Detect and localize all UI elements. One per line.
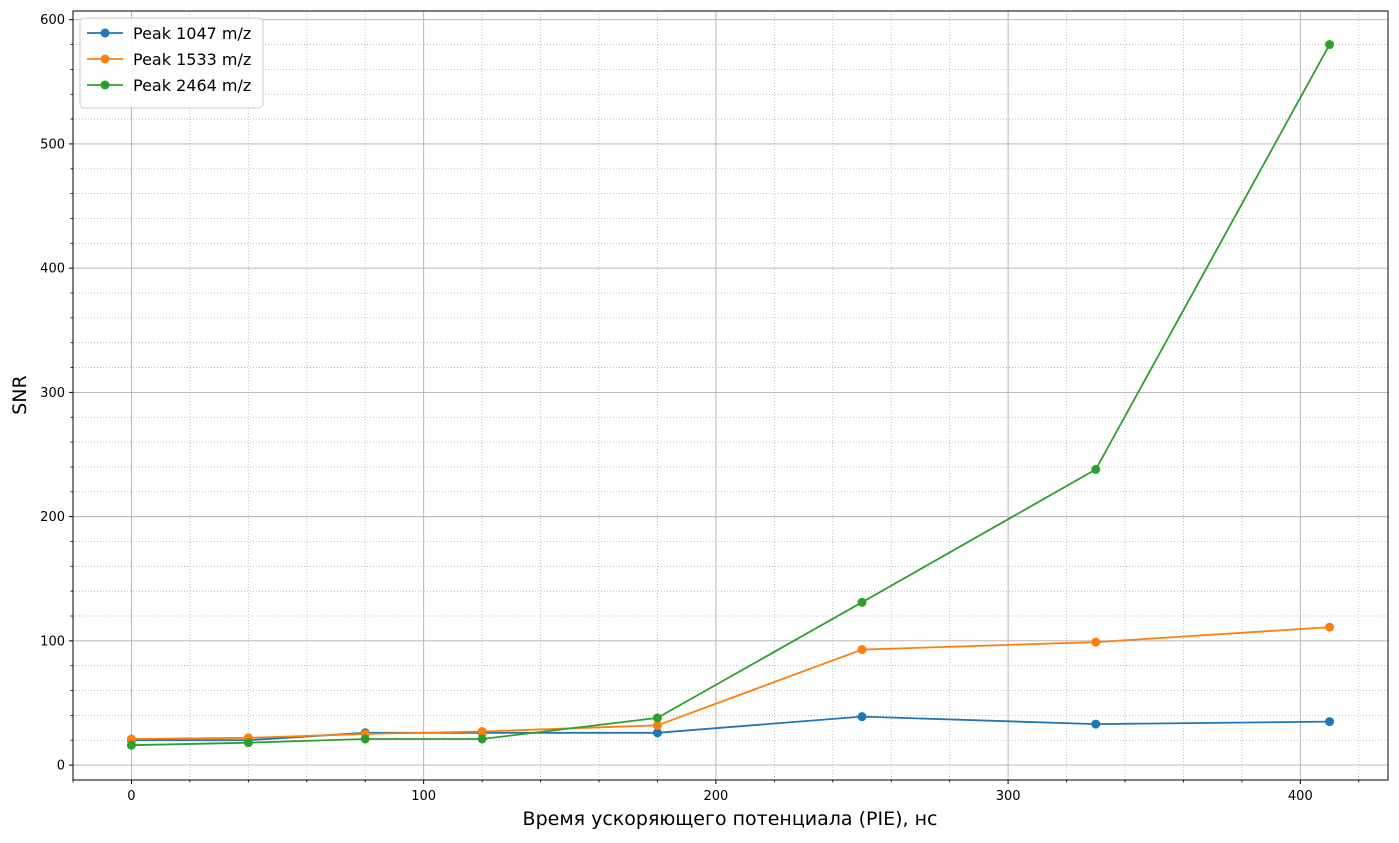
y-tick-label: 600 xyxy=(40,13,65,28)
series-line-1 xyxy=(131,715,1330,742)
major-grid xyxy=(73,11,1388,780)
x-tick-label: 200 xyxy=(703,789,728,804)
legend-marker xyxy=(100,80,110,90)
series-2-point xyxy=(126,734,136,744)
series-3-point xyxy=(1091,464,1101,474)
plot-frame xyxy=(72,10,1389,781)
legend-entry-label: Peak 1047 m/z xyxy=(133,24,251,43)
minor-grid xyxy=(72,11,1388,780)
y-tick-label: 200 xyxy=(40,510,65,525)
series-3-point xyxy=(477,734,487,744)
series-3-point xyxy=(652,713,662,723)
series-2-point xyxy=(857,645,867,655)
y-tick-label: 300 xyxy=(40,386,65,401)
y-tick-label: 100 xyxy=(40,634,65,649)
x-tick-label: 0 xyxy=(127,789,135,804)
legend: Peak 1047 m/z Peak 1533 m/z Peak 2464 m/z xyxy=(79,17,264,109)
y-tick-label: 500 xyxy=(40,137,65,152)
series-1-point xyxy=(1325,717,1335,727)
legend-marker xyxy=(100,28,110,38)
y-axis-label: SNR xyxy=(9,375,31,414)
series-1-point xyxy=(652,728,662,738)
series-3-point xyxy=(1325,40,1335,50)
series-2-point xyxy=(1325,622,1335,632)
x-tick-label: 300 xyxy=(996,789,1021,804)
legend-marker xyxy=(100,54,110,64)
series-1-point xyxy=(1091,719,1101,729)
x-tick-label: 400 xyxy=(1288,789,1313,804)
series-line-3 xyxy=(131,44,1331,747)
series-3-point xyxy=(243,738,253,748)
series-line-2 xyxy=(131,626,1330,740)
series-2-point xyxy=(1091,637,1101,647)
series-3-point xyxy=(857,597,867,607)
x-tick-label: 100 xyxy=(411,789,436,804)
x-axis-label: Время ускоряющего потенциала (PIE), нс xyxy=(523,808,938,830)
series-1-point xyxy=(857,712,867,722)
legend-entry-label: Peak 1533 m/z xyxy=(133,50,251,69)
series-2-point xyxy=(477,727,487,737)
y-tick-label: 0 xyxy=(57,759,65,774)
series-3-point xyxy=(360,734,370,744)
legend-box xyxy=(79,17,264,109)
series-2-point xyxy=(652,720,662,730)
legend-entry-label: Peak 2464 m/z xyxy=(133,76,251,95)
axis-ticks: 0 100 200 300 400 0 100 200 300 400 500 600 xyxy=(40,13,1360,804)
y-tick-label: 400 xyxy=(40,262,65,277)
series-layer xyxy=(126,40,1335,750)
series-3-point xyxy=(126,740,136,750)
